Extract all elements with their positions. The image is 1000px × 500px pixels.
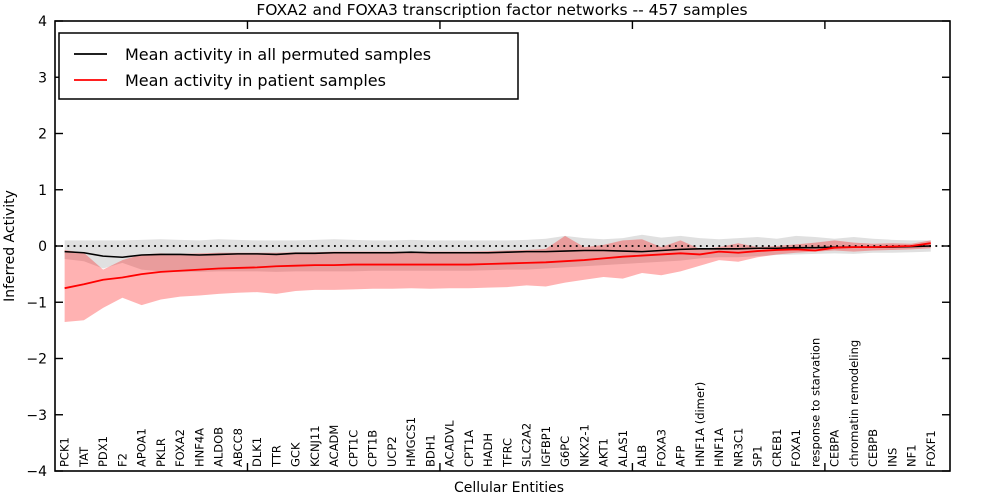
x-tick-label: FOXA3 [654,429,668,467]
x-tick-label: HMGCS1 [404,417,418,467]
x-tick-label: PCK1 [58,437,72,467]
x-tick-label: PKLR [154,438,168,467]
chart-title: FOXA2 and FOXA3 transcription factor net… [256,1,747,19]
permuted-confidence-band [64,234,931,272]
x-tick-label: AFP [674,446,688,467]
x-tick-label: GCK [289,442,303,467]
x-tick-labels: PCK1 TAT PDX1 F2 APOA1 PKLR FOXA2 HNF4A ALDOB ABC… [58,338,938,468]
x-tick-label: APOA1 [135,428,149,467]
x-tick-label: ALB [635,445,649,467]
axis-ticks [55,20,950,472]
x-tick-label: G6PC [558,436,572,467]
x-tick-label: PDX1 [96,436,110,467]
x-tick-label: DLK1 [250,437,264,467]
x-tick-label: TFRC [500,438,514,468]
x-axis-label: Cellular Entities [454,480,564,496]
x-tick-label: FOXA1 [789,429,803,467]
confidence-bands [64,234,931,322]
x-tick-label: HNF4A [192,428,206,467]
x-tick-label: ABCC8 [231,428,245,467]
y-tick-label: −4 [26,464,47,480]
y-tick-labels: 4 3 2 1 0 −1 −2 −3 −4 [26,14,47,480]
x-tick-label: TAT [77,446,91,468]
x-tick-label: CPT1A [462,430,476,467]
x-tick-label: SP1 [751,445,765,467]
x-tick-label: FOXA2 [173,429,187,467]
x-tick-label: CPT1B [366,430,380,467]
x-tick-label: CEBPA [828,430,842,467]
x-tick-label: ACADM [327,425,341,467]
x-tick-label: CPT1C [346,430,360,467]
x-tick-label: HNF1A (dimer) [693,382,707,467]
y-tick-label: 4 [38,14,47,30]
y-tick-label: −3 [26,408,47,424]
x-tick-label: HADH [481,433,495,467]
x-tick-label: BDH1 [423,434,437,467]
x-tick-label: TTR [269,445,283,468]
x-tick-label: ALDOB [212,427,226,467]
x-tick-label: ACADVL [443,420,457,467]
x-tick-label: ALAS1 [616,430,630,467]
x-tick-label: KCNJ11 [308,425,322,467]
x-tick-label: chromatin remodeling [847,340,861,467]
patient-mean-line [64,242,931,290]
x-tick-label: IGFBP1 [539,426,553,467]
y-tick-label: 0 [38,239,47,255]
x-tick-label: NKX2-1 [577,424,591,467]
x-tick-label: SLC2A2 [520,423,534,467]
y-axis-label: Inferred Activity [2,190,18,302]
y-tick-label: 3 [38,70,47,86]
x-tick-label: HNF1A [712,428,726,467]
x-tick-label: NR3C1 [731,428,745,467]
legend-label-permuted: Mean activity in all permuted samples [125,45,431,64]
x-tick-label: INS [885,448,899,467]
x-tick-label: CEBPB [866,429,880,467]
x-tick-label: CREB1 [770,429,784,468]
y-tick-label: 2 [38,127,47,143]
patient-confidence-band [64,235,931,322]
x-tick-label: NF1 [905,444,919,467]
x-tick-label: F2 [115,453,129,467]
x-tick-label: UCP2 [385,436,399,467]
y-tick-label: −2 [26,352,47,368]
x-tick-label: AKT1 [597,438,611,467]
y-tick-label: −1 [26,295,47,311]
permuted-mean-line [64,245,931,259]
legend-label-patient: Mean activity in patient samples [125,71,386,90]
y-tick-label: 1 [38,183,47,199]
legend-box [58,32,519,100]
x-tick-label: FOXF1 [924,430,938,467]
x-tick-label: response to starvation [808,338,822,467]
legend: Mean activity in all permuted samples Me… [58,32,519,100]
series-lines [64,242,931,290]
